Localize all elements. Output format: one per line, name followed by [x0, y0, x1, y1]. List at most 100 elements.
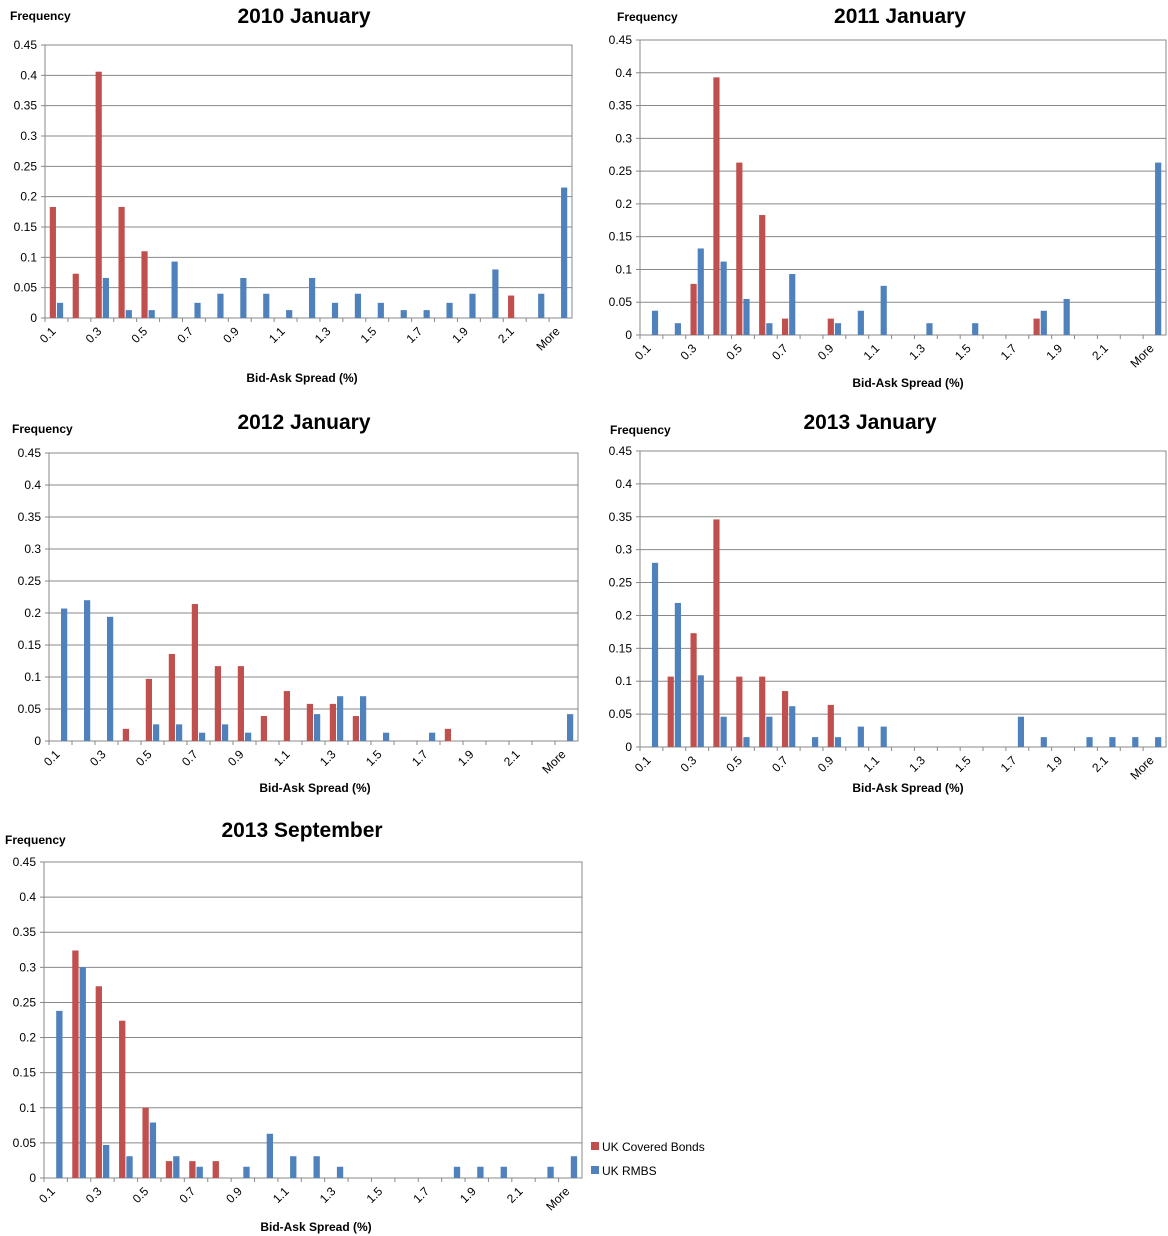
legend-label: UK Covered Bonds [602, 1140, 705, 1154]
x-tick-label: 0.7 [174, 324, 196, 346]
bar [56, 302, 64, 318]
bar [720, 716, 727, 747]
y-axis-label: Frequency [12, 422, 73, 436]
bar [222, 724, 229, 741]
y-tick-label: 0.05 [609, 295, 633, 309]
y-tick-label: 0.45 [609, 33, 633, 47]
x-tick-label: 1.3 [312, 324, 334, 346]
bar [306, 703, 313, 741]
x-tick-label: 0.1 [41, 747, 63, 769]
y-tick-label: 0.45 [14, 38, 38, 52]
bar [812, 737, 819, 747]
bar [759, 215, 766, 335]
bar [690, 283, 697, 335]
y-tick-label: 0.4 [615, 66, 632, 80]
bar [880, 726, 887, 747]
y-tick-label: 0.1 [24, 670, 41, 684]
x-tick-label: 0.3 [87, 747, 109, 769]
bar [337, 696, 344, 741]
legend-label: UK RMBS [602, 1164, 657, 1178]
y-tick-label: 0 [625, 328, 632, 342]
bar [880, 285, 887, 335]
x-tick-label: 0.9 [225, 747, 247, 769]
bar [212, 1161, 219, 1178]
y-tick-label: 0.35 [18, 510, 42, 524]
x-tick-label: 0.7 [769, 341, 791, 363]
y-tick-label: 0.3 [20, 129, 37, 143]
x-tick-label: 0.1 [36, 1184, 58, 1206]
y-tick-label: 0.3 [24, 542, 41, 556]
bar [240, 277, 247, 318]
x-tick-label: 1.3 [317, 1184, 339, 1206]
bar [857, 310, 864, 335]
y-tick-label: 0.25 [13, 995, 37, 1009]
bar [118, 206, 125, 318]
x-tick-label: 0.5 [130, 1184, 152, 1206]
bar [243, 1166, 250, 1178]
bar [173, 1156, 180, 1178]
chart-title: 2012 January [237, 411, 370, 434]
x-tick-label: 1.7 [409, 747, 431, 769]
bar [360, 696, 367, 741]
x-tick-label: 0.7 [179, 747, 201, 769]
y-axis-label: Frequency [5, 833, 66, 847]
x-tick-label: 0.9 [815, 753, 837, 775]
bar [79, 967, 86, 1178]
x-tick-label: 1.7 [403, 324, 425, 346]
bar [1033, 318, 1040, 335]
x-tick-label: 0.9 [223, 1184, 245, 1206]
x-axis-label: Bid-Ask Spread (%) [260, 1220, 371, 1234]
y-tick-label: 0.25 [609, 164, 633, 178]
y-tick-label: 0 [625, 740, 632, 754]
bar [286, 310, 293, 318]
y-tick-label: 0.05 [18, 702, 42, 716]
bar [789, 274, 796, 335]
y-tick-label: 0.15 [14, 220, 38, 234]
bar [102, 277, 109, 318]
bar [145, 678, 152, 741]
x-tick-label: More [533, 324, 562, 353]
bar [314, 714, 321, 741]
bar [377, 302, 384, 318]
y-tick-label: 0.2 [615, 608, 632, 622]
x-tick-label: 0.1 [632, 753, 654, 775]
bar [168, 653, 175, 741]
bar [336, 1166, 344, 1178]
bar [789, 706, 796, 747]
x-tick-label: 2.1 [501, 747, 523, 769]
x-tick-label: 1.9 [457, 1184, 479, 1206]
y-tick-label: 0.35 [609, 99, 633, 113]
x-axis-label: Bid-Ask Spread (%) [852, 781, 963, 795]
bar [561, 187, 568, 318]
y-tick-label: 0.3 [615, 543, 632, 557]
bar [508, 295, 515, 318]
x-tick-label: More [543, 1184, 572, 1213]
bar [260, 716, 267, 741]
bar [354, 293, 362, 318]
bar [383, 732, 390, 741]
y-tick-label: 0.4 [19, 890, 36, 904]
bar [329, 703, 336, 741]
bar [766, 716, 773, 747]
y-tick-label: 0 [29, 1171, 36, 1185]
y-tick-label: 0.2 [24, 606, 41, 620]
y-tick-label: 0.1 [19, 1101, 36, 1115]
x-tick-label: More [1127, 753, 1156, 782]
x-tick-label: 1.3 [317, 747, 339, 769]
bar [263, 293, 270, 318]
y-tick-label: 0.4 [615, 477, 632, 491]
chart-title: 2013 September [221, 819, 382, 842]
bar [690, 633, 697, 747]
x-tick-label: 0.7 [176, 1184, 198, 1206]
x-tick-label: 1.5 [363, 747, 385, 769]
x-tick-label: 1.7 [998, 753, 1020, 775]
bar [429, 732, 436, 741]
bar [237, 666, 244, 741]
bar [736, 162, 743, 335]
plot-area [43, 861, 583, 1179]
bar [217, 293, 224, 318]
bar [266, 1133, 274, 1178]
y-tick-label: 0.15 [13, 1066, 37, 1080]
x-tick-label: 0.7 [769, 753, 791, 775]
